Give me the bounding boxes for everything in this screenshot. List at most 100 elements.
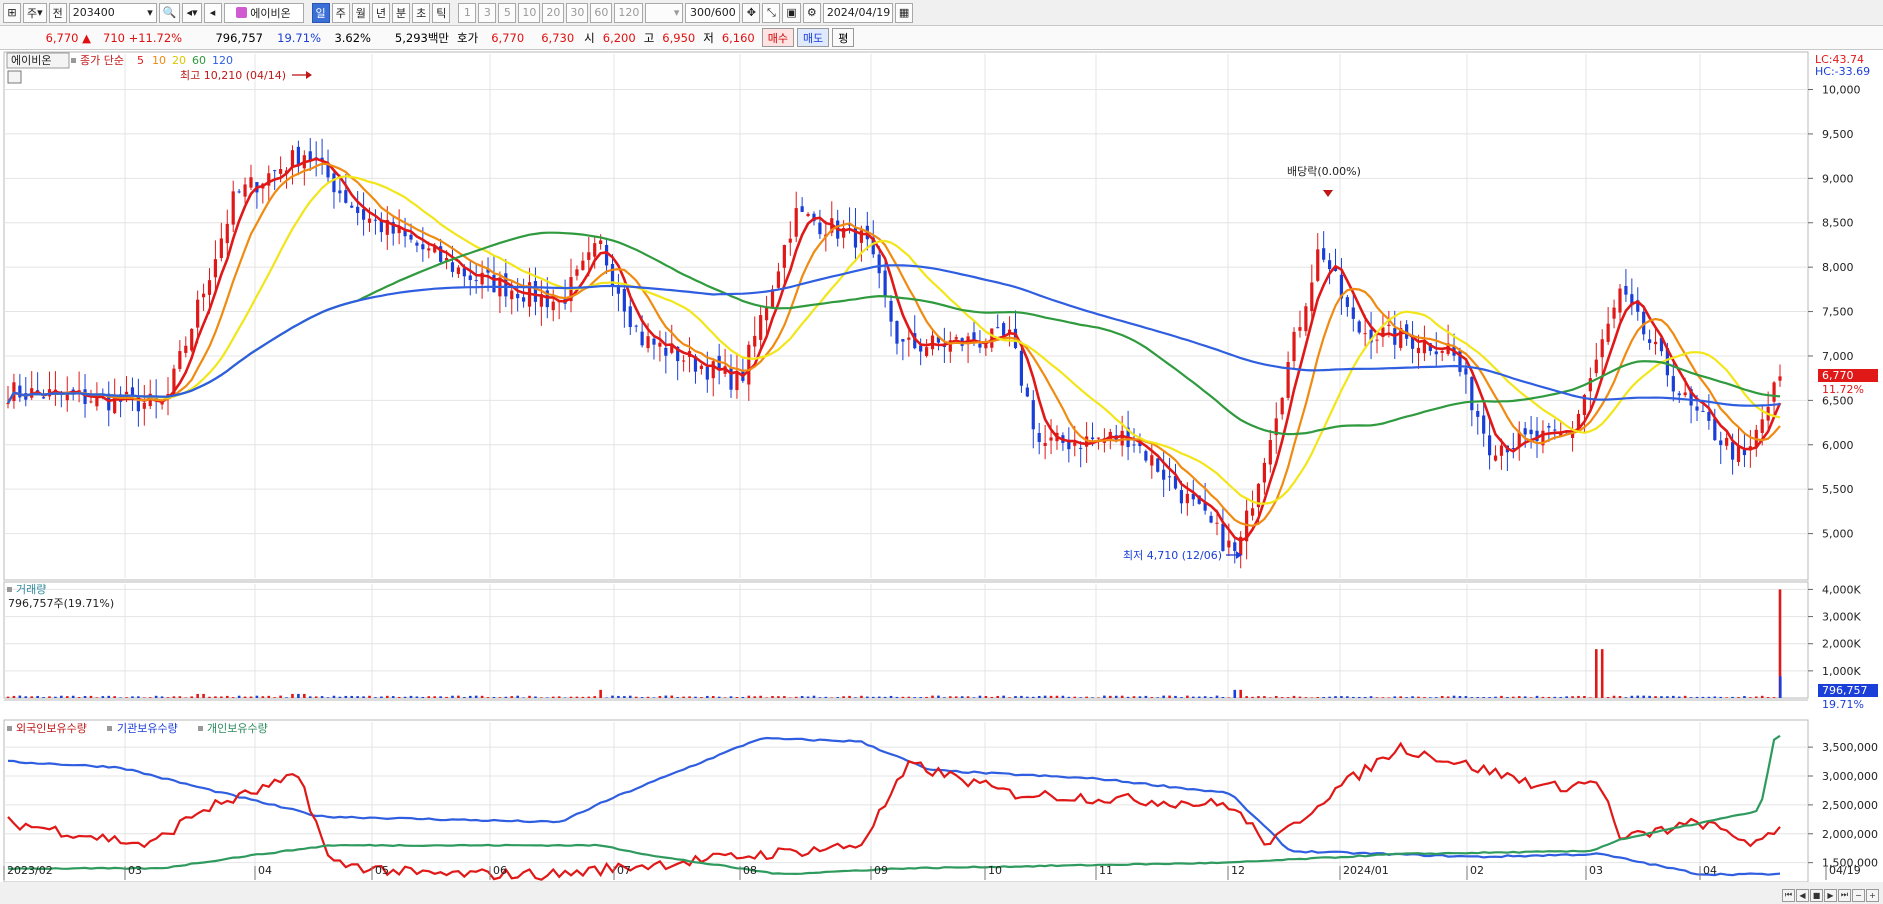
volume-bar [350, 695, 354, 698]
zoom-in-icon[interactable]: + [1866, 888, 1879, 902]
period-tick[interactable]: 틱 [432, 2, 451, 23]
interval-20[interactable]: 20 [542, 2, 565, 23]
candle-body [1043, 442, 1047, 446]
volume-bar [907, 696, 911, 698]
volume-bar [1239, 689, 1242, 698]
candle-body [1671, 376, 1675, 392]
volume-bar [1429, 697, 1432, 698]
candle-body [1339, 274, 1344, 299]
stock-name-field[interactable]: 에이비온 [223, 2, 304, 23]
volume-bar [824, 696, 828, 698]
candle-body [1221, 523, 1225, 551]
stock-chart[interactable]: 10,000 9,500 9,000 8,500 8,000 7,500 7,000 6,50… [0, 50, 1883, 904]
volume-bar [1274, 695, 1278, 698]
search-icon[interactable]: 🔍 [158, 2, 181, 23]
speaker-icon[interactable]: ◂▾ [182, 2, 202, 23]
volume-bar [18, 695, 22, 698]
candle-body [1464, 368, 1468, 375]
market-label: 주 [27, 6, 38, 20]
candle-body [249, 177, 253, 188]
high-label: 고 [643, 30, 655, 45]
stock-code-input[interactable]: 203400 ▾ [68, 2, 157, 23]
volume-bar [1126, 696, 1130, 698]
volume-bar [901, 696, 905, 698]
sell-button[interactable]: 매도 [797, 28, 830, 47]
x-tick-label: 08 [743, 864, 757, 877]
volume-bar [391, 696, 395, 698]
volume-bar [1701, 696, 1705, 698]
scroll-next-icon[interactable]: ▶ [1824, 888, 1837, 902]
grid-icon[interactable]: ⊞ [3, 2, 21, 23]
interval-30[interactable]: 30 [566, 2, 589, 23]
zoom-icon[interactable]: ⤡ [762, 2, 781, 23]
volume-bar [646, 696, 650, 698]
candle-body [776, 271, 781, 288]
volume-bar [1002, 695, 1005, 698]
high-price: 6,950 [662, 30, 696, 45]
eval-button[interactable]: 평 [832, 28, 855, 47]
scroll-first-icon[interactable]: ⏮ [1782, 888, 1795, 902]
interval-3[interactable]: 3 [478, 2, 497, 23]
volume-bar [374, 697, 377, 698]
zoom-out-icon[interactable]: − [1852, 888, 1865, 902]
volume-value-label: 796,757주(19.71%) [8, 597, 114, 610]
period-week[interactable]: 주 [331, 2, 350, 23]
panel-settings-icon[interactable] [7, 70, 22, 84]
candle-body [533, 280, 538, 302]
calendar-icon[interactable]: ▦ [894, 2, 914, 23]
volume-bar [1535, 695, 1539, 698]
volume-bar [1340, 696, 1343, 698]
ma-legend-10: 10 [152, 54, 166, 67]
volume-bar [581, 696, 585, 698]
period-second[interactable]: 초 [412, 2, 431, 23]
moving-averages [6, 157, 1782, 542]
volume-bar [243, 696, 247, 698]
candle-body [456, 267, 461, 274]
volume-bar [883, 696, 887, 698]
period-month[interactable]: 월 [351, 2, 370, 23]
current-price: 6,770 ▲ [45, 30, 91, 45]
volume-bar [1334, 696, 1337, 698]
period-minute[interactable]: 분 [392, 2, 411, 23]
candle-body [1493, 455, 1498, 461]
ma-line-20 [7, 175, 1781, 505]
stop-icon[interactable]: ■ [1810, 888, 1823, 902]
interval-120[interactable]: 120 [614, 2, 644, 23]
candle-body [6, 403, 10, 405]
interval-10[interactable]: 10 [518, 2, 541, 23]
prev-icon[interactable]: ◂ [203, 2, 222, 23]
stock-tag-box[interactable] [6, 52, 70, 69]
crosshair-icon[interactable]: ✥ [742, 2, 761, 23]
candle-body [1730, 442, 1735, 460]
candle-body [385, 219, 389, 235]
interval-60[interactable]: 60 [590, 2, 613, 23]
candle-body [1600, 339, 1604, 358]
date-field[interactable]: 2024/04/19 [822, 2, 893, 23]
interval-5[interactable]: 5 [498, 2, 517, 23]
count-field[interactable]: 300/600 [685, 2, 741, 23]
candle-body [492, 274, 496, 293]
type-button[interactable]: 전 [48, 2, 67, 23]
scroll-last-icon[interactable]: ⏭ [1838, 888, 1851, 902]
buy-button[interactable]: 매수 [761, 28, 795, 47]
candle-body [658, 342, 662, 347]
period-year[interactable]: 년 [371, 2, 391, 23]
volume-bar [433, 696, 437, 698]
volume-bar [125, 697, 128, 698]
save-icon[interactable]: ▣ [782, 2, 801, 23]
candle-body [1162, 469, 1166, 480]
period-day[interactable]: 일 [311, 2, 330, 23]
candle-body [1653, 341, 1658, 345]
volume-bar [628, 695, 632, 698]
volume-bar [1269, 697, 1272, 698]
market-select[interactable]: 주 ▾ [23, 2, 47, 23]
candle-body [1612, 307, 1616, 319]
chevron-down-icon[interactable]: ▾ [147, 6, 153, 19]
interval-1[interactable]: 1 [458, 2, 477, 23]
gear-icon[interactable]: ⚙ [802, 2, 821, 23]
volume-bar [1677, 696, 1681, 698]
scroll-prev-icon[interactable]: ◀ [1796, 888, 1809, 902]
volume-bar [836, 697, 839, 698]
interval-custom-select[interactable]: ▾ [645, 2, 684, 23]
volume-bar [1346, 696, 1349, 698]
